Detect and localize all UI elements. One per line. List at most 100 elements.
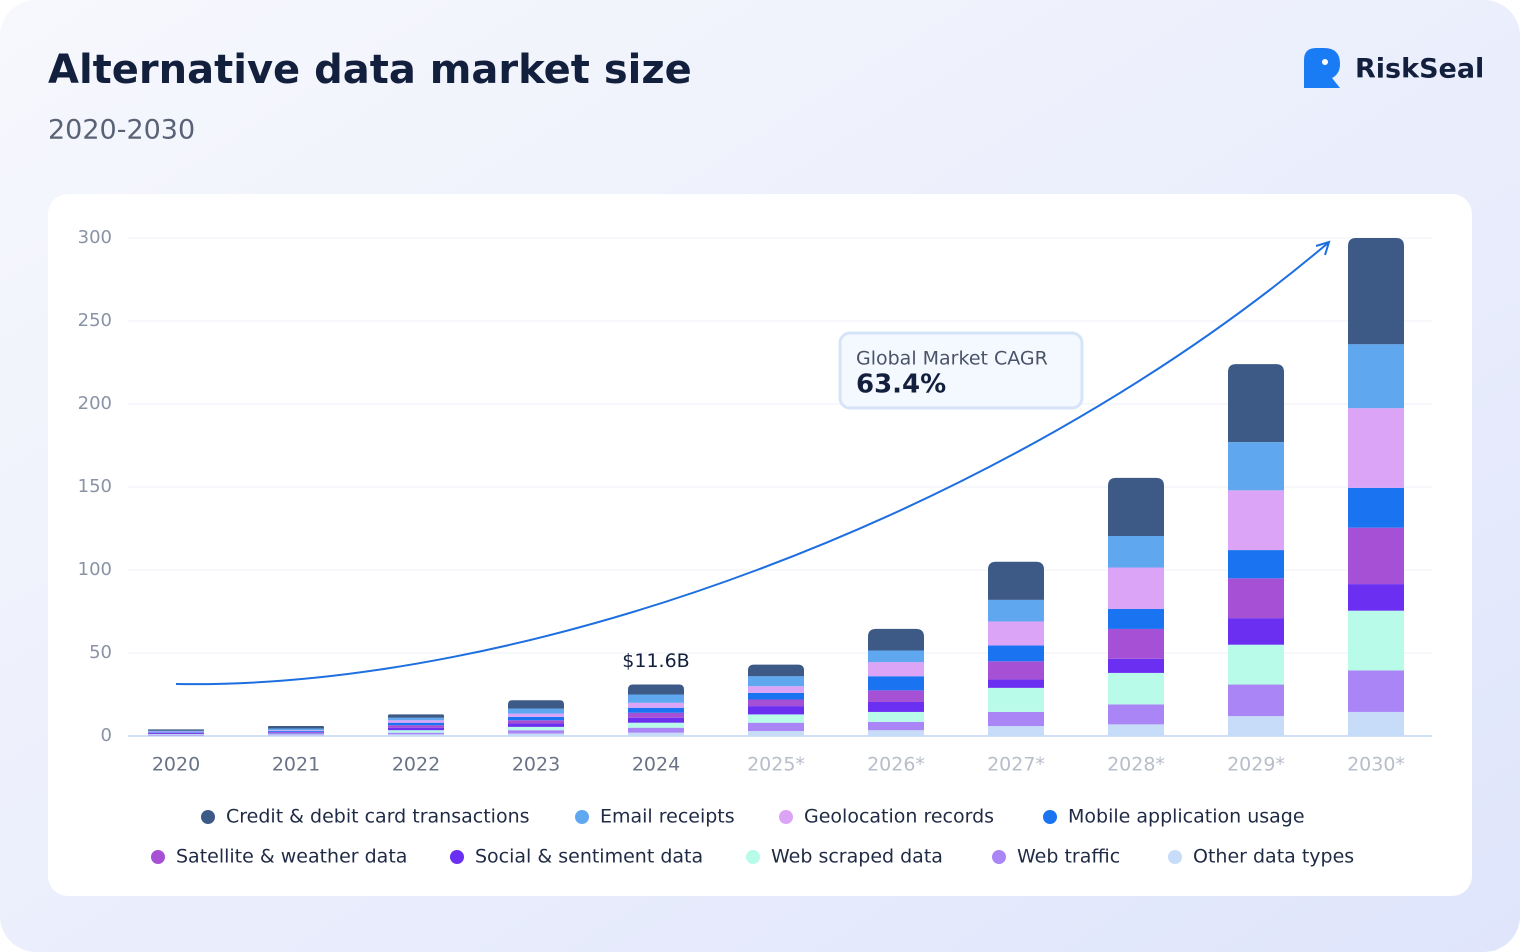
bar-segment	[628, 717, 684, 723]
bar-segment	[148, 733, 204, 735]
bar-segment	[148, 732, 204, 734]
y-tick-label: 250	[78, 310, 112, 331]
logo-eye	[1322, 59, 1328, 65]
cagr-value: 63.4%	[856, 370, 946, 400]
bar-segment	[148, 731, 204, 733]
bar-segment	[148, 732, 204, 733]
bar-segment	[148, 730, 204, 732]
bar-segment	[748, 722, 804, 732]
bar-segment	[268, 731, 324, 733]
legend-swatch	[746, 850, 760, 864]
bar-segment	[268, 726, 324, 729]
logo: RiskSeal	[1304, 48, 1484, 88]
legend-label: Satellite & weather data	[176, 846, 407, 868]
bar-segment	[988, 661, 1044, 680]
legend-swatch	[450, 850, 464, 864]
bar-segment	[868, 730, 924, 736]
bar-segment	[988, 726, 1044, 736]
bar-segment	[508, 723, 564, 727]
bar-segment	[1108, 628, 1164, 659]
bar-segment	[388, 734, 444, 736]
value-annotation: $11.6B	[622, 650, 689, 672]
bar-segment	[628, 707, 684, 713]
x-tick-label: 2024	[632, 754, 680, 776]
legend-swatch	[779, 810, 793, 824]
cagr-box	[838, 331, 1084, 410]
trend-arrow	[175, 242, 1329, 686]
bar-segment	[268, 731, 324, 732]
bar-segment	[1228, 578, 1284, 619]
legend-label: Email receipts	[600, 806, 735, 828]
y-tick-label: 0	[101, 725, 112, 746]
x-tick-label: 2030*	[1347, 754, 1405, 776]
bar-segment	[388, 717, 444, 721]
bar-segment	[628, 694, 684, 703]
bar-segment	[1228, 644, 1284, 685]
bar-segment	[268, 734, 324, 736]
y-tick-label: 200	[78, 393, 112, 414]
bar-segment	[1228, 716, 1284, 736]
bar-segment	[988, 561, 1044, 600]
arrow-head	[1315, 240, 1331, 256]
bar-segment	[1108, 567, 1164, 610]
bar-segment	[868, 676, 924, 691]
bar-segment	[508, 733, 564, 736]
bar-segment	[508, 730, 564, 734]
bar-segment	[388, 722, 444, 726]
chart-subtitle: 2020-2030	[48, 115, 195, 146]
y-tick-label: 50	[89, 642, 112, 663]
bar-segment	[268, 732, 324, 734]
bar-segment	[1108, 672, 1164, 705]
bar-segment	[988, 711, 1044, 727]
bar-segment	[868, 721, 924, 731]
bar-segment	[268, 735, 324, 736]
bar-segment	[388, 727, 444, 731]
bar-segment	[1108, 477, 1164, 536]
legend-label: Web scraped data	[771, 846, 943, 868]
bar-segment	[748, 731, 804, 736]
bar-segment	[1228, 364, 1284, 443]
bar-segment	[388, 732, 444, 735]
bar-segment	[1348, 238, 1404, 345]
bar-segment	[268, 728, 324, 731]
bar-segment	[868, 711, 924, 722]
y-tick-label: 150	[78, 476, 112, 497]
bar-segment	[1108, 658, 1164, 673]
bar-segment	[1348, 408, 1404, 488]
legend-swatch	[1168, 850, 1182, 864]
bar-segment	[1228, 490, 1284, 551]
bar-segment	[988, 621, 1044, 646]
x-tick-label: 2023	[512, 754, 560, 776]
bar-segment	[268, 733, 324, 735]
legend-label: Mobile application usage	[1068, 806, 1305, 828]
x-tick-label: 2020	[152, 754, 200, 776]
bar-segment	[148, 729, 204, 731]
legend-label: Geolocation records	[804, 806, 994, 828]
bar-segment	[628, 727, 684, 733]
bar-segment	[748, 664, 804, 677]
legend-label: Other data types	[1193, 846, 1354, 868]
bar-segment	[748, 706, 804, 715]
legend-swatch	[1043, 810, 1057, 824]
bar-segment	[988, 687, 1044, 712]
bar-segment	[748, 692, 804, 700]
bar-segment	[988, 645, 1044, 662]
chart-title: Alternative data market size	[48, 47, 692, 93]
bar-segment	[268, 730, 324, 732]
bar-segment	[868, 650, 924, 663]
x-tick-label: 2026*	[867, 754, 925, 776]
bar-segment	[148, 734, 204, 736]
bar-segment	[748, 686, 804, 693]
bar-segment	[1228, 684, 1284, 717]
x-tick-label: 2022	[392, 754, 440, 776]
bar-segment	[1228, 442, 1284, 491]
bar-segment	[1348, 487, 1404, 528]
bar-segment	[748, 699, 804, 707]
bar-segment	[868, 690, 924, 702]
bar-segment	[508, 726, 564, 731]
legend-label: Social & sentiment data	[475, 846, 703, 868]
bar-segment	[988, 599, 1044, 622]
x-tick-label: 2025*	[747, 754, 805, 776]
bar-segment	[388, 720, 444, 723]
